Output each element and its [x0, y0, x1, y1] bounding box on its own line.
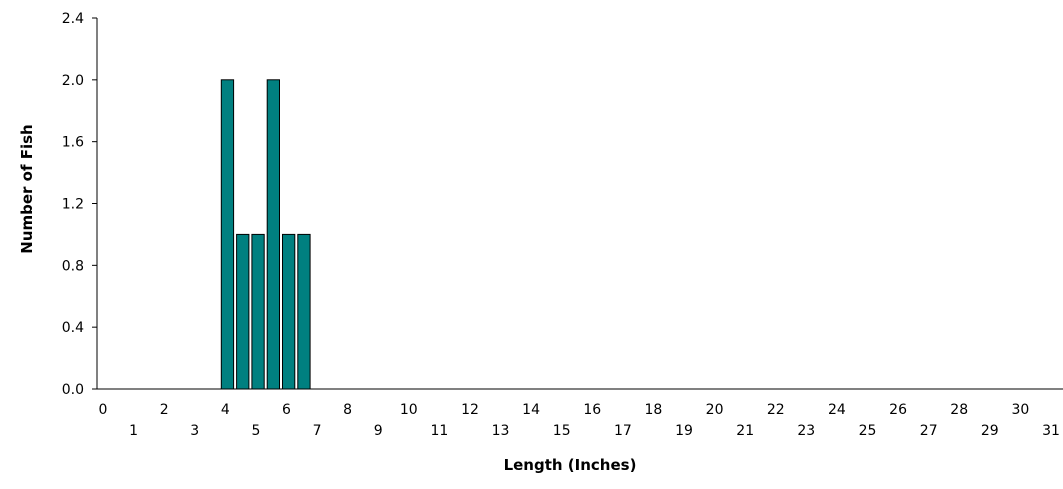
x-tick-label: 0 — [99, 402, 108, 418]
x-tick-label: 1 — [129, 423, 138, 439]
x-tick-label: 13 — [492, 423, 510, 439]
x-tick-label: 5 — [251, 423, 260, 439]
x-tick-label: 11 — [430, 423, 448, 439]
y-tick-label: 1.6 — [62, 135, 84, 151]
bar-2 — [251, 233, 265, 390]
bar-1 — [236, 233, 250, 390]
y-tick-label: 1.2 — [62, 197, 84, 213]
x-tick-label: 17 — [614, 423, 632, 439]
y-tick-label: 0.8 — [62, 258, 84, 274]
x-tick-label: 30 — [1011, 402, 1029, 418]
x-tick-label: 22 — [767, 402, 785, 418]
x-tick-label: 20 — [706, 402, 724, 418]
x-tick-label: 25 — [859, 423, 877, 439]
x-tick-label: 18 — [644, 402, 662, 418]
x-tick-label: 28 — [950, 402, 968, 418]
x-tick-label: 6 — [282, 402, 291, 418]
y-tick-label: 2.0 — [62, 73, 84, 89]
y-tick-label: 0.0 — [62, 382, 84, 398]
x-tick-label: 29 — [981, 423, 999, 439]
x-tick-label: 24 — [828, 402, 846, 418]
x-tick-label: 31 — [1042, 423, 1060, 439]
bar-3 — [266, 79, 281, 390]
x-ticks-layer: 0123456789101112131415161718192021222324… — [99, 402, 1060, 439]
y-tick-label: 2.4 — [62, 11, 84, 27]
y-tick-label: 0.4 — [62, 320, 84, 336]
x-tick-label: 26 — [889, 402, 907, 418]
x-tick-label: 19 — [675, 423, 693, 439]
x-tick-label: 8 — [343, 402, 352, 418]
bar-0 — [220, 79, 235, 390]
x-tick-label: 2 — [160, 402, 169, 418]
bar-5 — [297, 233, 311, 390]
x-tick-label: 14 — [522, 402, 540, 418]
bar-4 — [282, 233, 296, 390]
x-tick-label: 27 — [920, 423, 938, 439]
x-tick-label: 12 — [461, 402, 479, 418]
x-tick-label: 4 — [221, 402, 230, 418]
y-axis-title: Number of Fish — [18, 124, 36, 253]
bars-layer — [220, 79, 311, 390]
x-tick-label: 3 — [190, 423, 199, 439]
x-tick-label: 21 — [736, 423, 754, 439]
x-tick-label: 10 — [400, 402, 418, 418]
x-tick-label: 7 — [313, 423, 322, 439]
x-tick-label: 9 — [374, 423, 383, 439]
x-tick-label: 16 — [583, 402, 601, 418]
x-tick-label: 23 — [797, 423, 815, 439]
x-axis-title: Length (Inches) — [504, 456, 637, 474]
y-ticks-layer: 0.0 0.4 0.8 1.2 1.6 2.0 2.4 — [62, 11, 97, 398]
x-tick-label: 15 — [553, 423, 571, 439]
